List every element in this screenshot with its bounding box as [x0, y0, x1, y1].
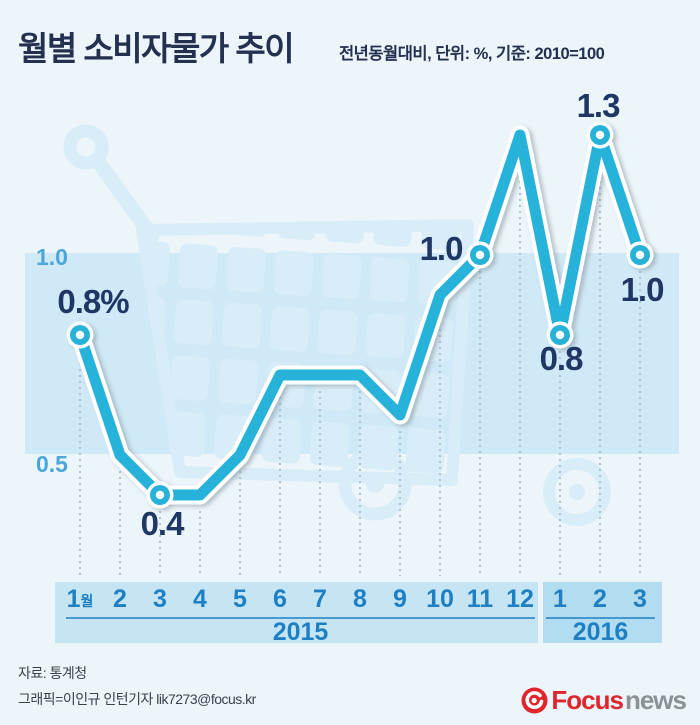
year-label: 2015	[273, 618, 329, 646]
month-axis-labels: 1월 2 3 4 5 6 7 8 9 10 11 12 1 2 3	[67, 585, 647, 613]
year-label: 2016	[573, 618, 629, 646]
value-label: 1.0	[621, 271, 664, 308]
gridline-label: 1.0	[36, 244, 68, 270]
month-label: 11	[467, 585, 494, 613]
page-title: 월별 소비자물가 추이	[18, 30, 295, 67]
chart-unit-note: 전년동월대비, 단위: %, 기준: 2010=100	[339, 45, 605, 63]
month-label: 8	[353, 585, 367, 613]
source-note: 자료: 통계청	[18, 665, 87, 681]
data-point-center	[555, 330, 565, 340]
month-label: 1월	[67, 585, 94, 613]
month-label: 7	[313, 585, 327, 613]
month-label: 12	[506, 585, 534, 613]
dotted-guides	[79, 151, 641, 576]
month-label: 2	[113, 585, 127, 613]
axis-bands	[55, 582, 662, 643]
data-point-center	[75, 330, 85, 340]
month-label: 5	[233, 585, 247, 613]
gridline-labels: 1.0 0.5	[36, 244, 68, 477]
cpi-line-chart: 1.00.5 0.8%0.41.00.81.31.0 1월 2 3 4 5 6 7 8 9 10 1…	[25, 87, 679, 646]
data-point-center	[635, 250, 645, 260]
value-label: 0.8%	[57, 283, 129, 320]
shopping-cart-watermark-icon	[63, 124, 611, 526]
credit-note: 그래픽=이인규 인턴기자 lik7273@focus.kr	[18, 691, 256, 707]
focusnews-logo-icon	[521, 687, 548, 713]
point-value-labels: 0.8% 0.4 1.0 0.8 1.3 1.0	[57, 87, 664, 542]
trend-line-series	[66, 121, 654, 509]
year-axis-labels: 2015 2016	[66, 617, 655, 646]
value-label: 1.0	[420, 230, 463, 267]
month-label: 1	[553, 585, 567, 613]
value-label: 1.3	[577, 87, 621, 124]
logo-text-news: news	[624, 684, 687, 715]
axis-band-2016	[543, 582, 662, 643]
value-label: 0.8	[540, 340, 584, 377]
month-label: 6	[273, 585, 287, 613]
axis-band-2015	[55, 582, 538, 643]
month-label: 10	[426, 585, 454, 613]
month-label: 9	[393, 585, 407, 613]
value-label: 0.4	[141, 505, 186, 542]
focusnews-logo: Focus news	[521, 684, 687, 715]
month-label: 2	[593, 585, 607, 613]
month-label: 3	[633, 585, 647, 613]
logo-text-focus: Focus	[551, 684, 624, 715]
data-point-center	[595, 130, 605, 140]
data-point-center	[155, 490, 165, 500]
data-point-center	[475, 250, 485, 260]
month-label: 3	[153, 585, 167, 613]
month-label: 4	[193, 585, 207, 613]
gridline-label: 0.5	[36, 451, 68, 477]
